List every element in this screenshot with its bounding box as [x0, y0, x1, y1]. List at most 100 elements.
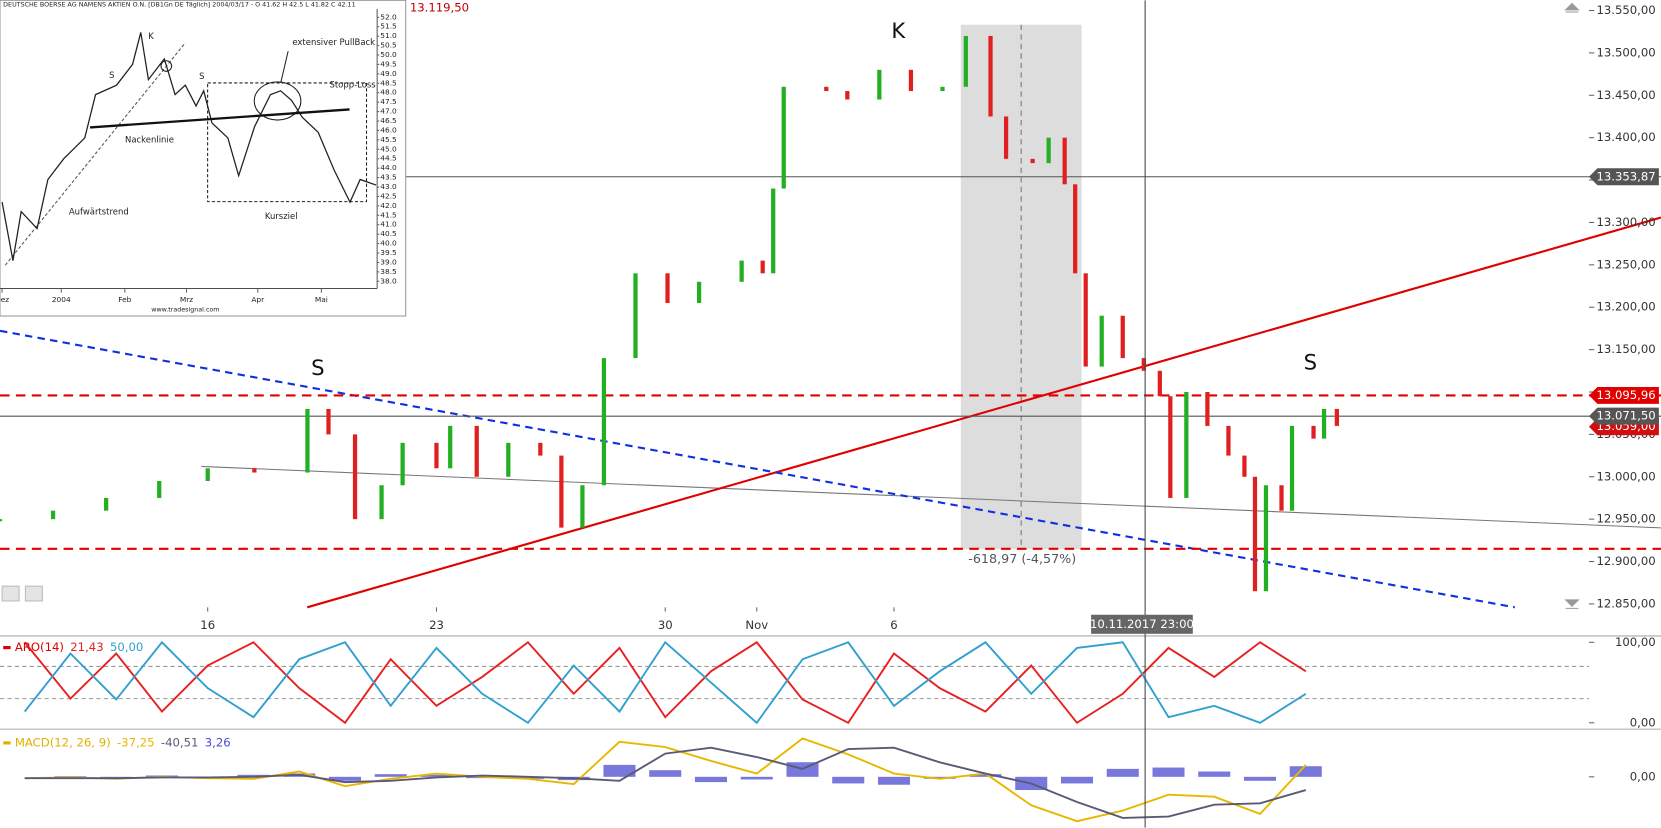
series-line [23, 640, 1307, 725]
tool-button[interactable] [24, 585, 43, 602]
y-tick-label: 47.0 [380, 107, 397, 116]
y-tick-label: 50.5 [380, 41, 397, 50]
y-tick-label: 12.900,00 [1596, 554, 1655, 568]
histogram-bar [1106, 768, 1139, 777]
x-tick-label: 6 [890, 618, 897, 632]
histogram-bar [740, 776, 773, 780]
crosshair-label: 10.11.2017 23:00 [1090, 617, 1194, 631]
histogram-bar [1243, 776, 1277, 781]
legend-value: 3,26 [205, 735, 231, 749]
histogram-bar [420, 774, 453, 777]
candle [877, 69, 882, 100]
x-tick-label: Mai [315, 295, 328, 304]
y-tick-label: 42.0 [380, 201, 397, 210]
tool-button[interactable] [1, 585, 20, 602]
candle [963, 35, 968, 87]
pattern-label: S [1304, 350, 1317, 375]
candle [988, 35, 993, 117]
y-tick-label: 40.5 [380, 229, 397, 238]
macd-panel: 0,00 MACD(12, 26, 9) -37,25 -40,51 3,26 [3, 735, 1656, 823]
y-tick-label: 0,00 [1630, 715, 1656, 729]
histogram-bar [1198, 771, 1231, 777]
histogram-bar [237, 774, 270, 777]
legend-value: -37,25 [117, 735, 155, 749]
candle [1279, 485, 1284, 511]
candle [633, 273, 638, 359]
candle [1263, 485, 1269, 592]
histogram-bar [603, 764, 636, 777]
close-label: C: 13.119,50 [394, 0, 469, 14]
inset-label: S [109, 70, 114, 80]
candle [601, 358, 607, 486]
histogram-bar [100, 776, 133, 778]
inset-source: www.tradesignal.com [151, 307, 219, 314]
candle [1003, 116, 1009, 159]
candle [400, 442, 405, 486]
y-tick-label: 43.0 [380, 182, 397, 191]
candle [1168, 396, 1173, 498]
y-tick-label: 41.0 [380, 220, 397, 229]
series-line [1, 32, 377, 261]
inset-label: Stopp-Loss [329, 80, 375, 90]
candle [326, 408, 331, 435]
inset-arrow [280, 51, 289, 84]
y-tick-label: 46.5 [380, 116, 397, 125]
candle [559, 455, 564, 528]
candle [1184, 391, 1189, 498]
level-label: 13.353,87 [1596, 169, 1655, 183]
y-tick-label: 51.5 [380, 22, 397, 31]
histogram-bar [1060, 776, 1094, 784]
histogram-bar [328, 776, 361, 781]
candle [771, 188, 776, 274]
candle [0, 519, 3, 522]
candle [1334, 408, 1339, 426]
y-tick-label: 13.500,00 [1596, 45, 1655, 59]
annotations: S K S -618,97 (-4,57%) C: 13.119,50 10.1… [1, 0, 1580, 634]
x-tick-label: 2004 [52, 295, 71, 304]
candle [252, 468, 257, 473]
candle [305, 408, 310, 473]
aroon-panel: 100,00 0,00 ARO(14) 21,43 50,00 [0, 635, 1656, 729]
histogram-bar [923, 776, 956, 779]
candle [1157, 370, 1162, 397]
y-tick-label: 46.0 [380, 125, 397, 134]
candle [1083, 273, 1088, 367]
x-tick-label: Dez [0, 295, 9, 304]
histogram-bar [54, 776, 87, 777]
y-tick-label: 13.550,00 [1596, 3, 1655, 17]
inset-label: Nackenlinie [125, 135, 174, 145]
y-tick-label: 43.5 [380, 173, 397, 182]
scroll-down[interactable] [1564, 599, 1580, 609]
histogram-bar [694, 776, 727, 783]
pattern-label: S [311, 355, 324, 380]
neckline [89, 108, 350, 129]
x-tick-label: Feb [118, 295, 131, 304]
histogram-bar [969, 774, 1002, 777]
y-tick-label: 49.5 [380, 59, 397, 68]
inset-circle [160, 60, 173, 72]
legend-title: ARO(14) [15, 640, 64, 654]
scroll-up[interactable] [1564, 2, 1580, 13]
level-label: 13.071,50 [1596, 409, 1655, 423]
legend-value: 21,43 [70, 640, 103, 654]
histogram-bar [877, 776, 911, 785]
candle [1321, 408, 1327, 439]
y-tick-label: 44.0 [380, 163, 397, 172]
y-tick-label: 48.5 [380, 78, 397, 87]
crosshair-box [1091, 614, 1193, 634]
y-tick-label: 0,00 [1630, 769, 1656, 783]
y-tick-label: 13.000,00 [1596, 469, 1655, 483]
inset-annotations: S K S extensiver PullBack Stopp-Loss Nac… [3, 2, 376, 314]
trend-line [201, 465, 1661, 529]
legend-value: -40,51 [161, 735, 199, 749]
y-tick-label: 100,00 [1615, 635, 1656, 649]
y-tick-label: 45.0 [380, 144, 397, 153]
x-tick-label: 16 [200, 618, 215, 632]
candle [1289, 425, 1295, 511]
histogram-bar [832, 776, 865, 784]
histogram-bar [374, 774, 407, 777]
histogram-bar [1289, 766, 1322, 777]
candle [781, 86, 786, 189]
candle [665, 273, 670, 303]
